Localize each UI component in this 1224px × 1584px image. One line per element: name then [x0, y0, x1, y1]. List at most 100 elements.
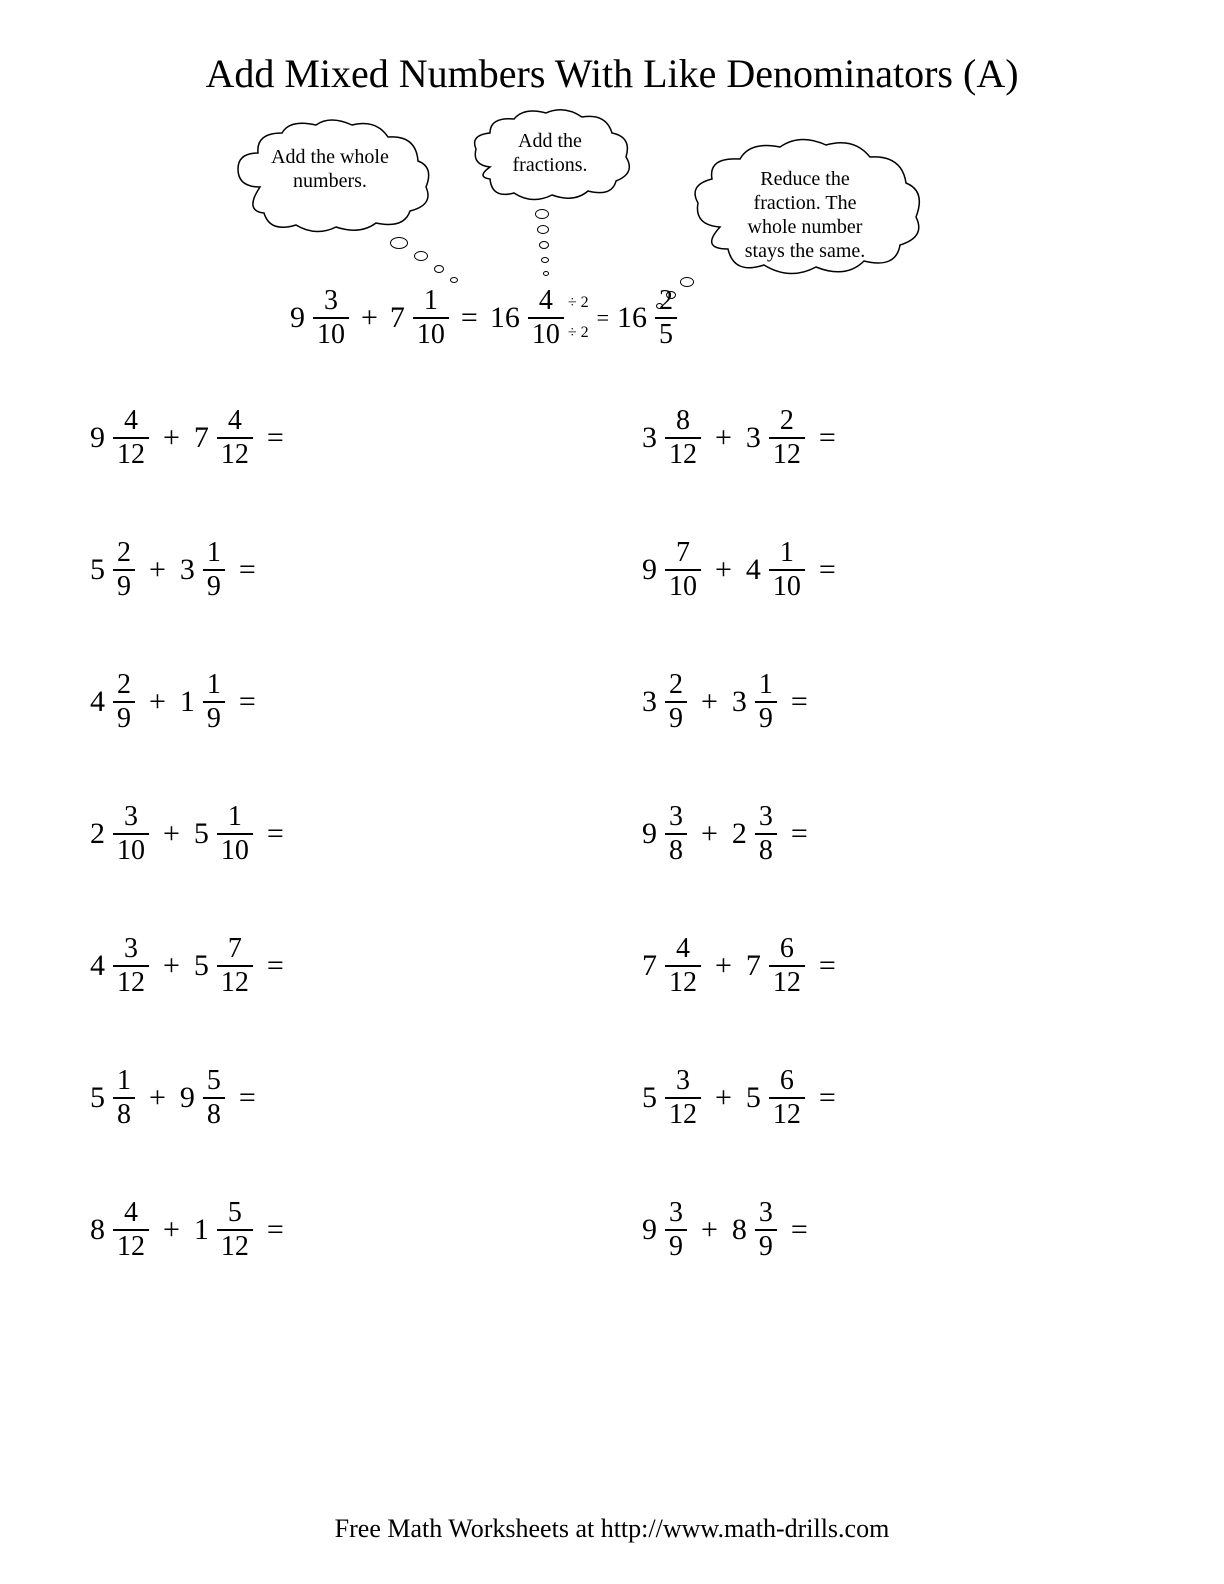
- whole-part: 1: [194, 1213, 209, 1247]
- mixed-number: 2310: [90, 803, 149, 865]
- whole-part: 9: [642, 553, 657, 587]
- mixed-number: 7 1 10: [390, 287, 449, 349]
- fraction: 58: [203, 1067, 225, 1129]
- fraction: 312: [665, 1067, 701, 1129]
- mixed-number: 319: [732, 671, 777, 733]
- mixed-number: 3812: [642, 407, 701, 469]
- numerator: 4: [224, 407, 246, 437]
- whole-part: 7: [390, 301, 405, 335]
- fraction: 19: [755, 671, 777, 733]
- fraction: 412: [217, 407, 253, 469]
- equals-sign: =: [457, 301, 482, 335]
- plus-sign: +: [697, 1213, 722, 1247]
- numerator: 1: [776, 539, 798, 569]
- example-area: Add the whole numbers. Add the fractions…: [80, 117, 1144, 367]
- plus-sign: +: [711, 553, 736, 587]
- fraction: 412: [113, 1199, 149, 1261]
- equals-sign: =: [815, 553, 840, 587]
- whole-part: 5: [90, 553, 105, 587]
- numerator: 3: [672, 1067, 694, 1097]
- plus-sign: +: [159, 1213, 184, 1247]
- equals-sign: =: [815, 949, 840, 983]
- mixed-number: 16 4 10: [490, 287, 564, 349]
- numerator: 2: [665, 671, 687, 701]
- fraction: 39: [755, 1199, 777, 1261]
- denominator: 9: [203, 569, 225, 601]
- numerator: 3: [665, 803, 687, 833]
- numerator: 7: [224, 935, 246, 965]
- fraction: 212: [769, 407, 805, 469]
- problem-row: 529+319=: [90, 539, 582, 601]
- plus-sign: +: [145, 685, 170, 719]
- plus-sign: +: [697, 817, 722, 851]
- fraction: 39: [665, 1199, 687, 1261]
- numerator: 2: [113, 539, 135, 569]
- numerator: 3: [665, 1199, 687, 1229]
- denominator: 10: [313, 317, 349, 349]
- fraction: 4 10: [528, 287, 564, 349]
- mixed-number: 319: [180, 539, 225, 601]
- denominator: 9: [755, 701, 777, 733]
- mixed-number: 938: [642, 803, 687, 865]
- numerator: 7: [672, 539, 694, 569]
- mixed-number: 5110: [194, 803, 253, 865]
- problem-row: 7412+7612=: [642, 935, 1134, 997]
- denominator: 12: [217, 965, 253, 997]
- numerator: 2: [113, 671, 135, 701]
- problems-grid: 9412+7412=3812+3212=529+319=9710+4110=42…: [80, 407, 1144, 1261]
- whole-part: 9: [290, 301, 305, 335]
- whole-part: 1: [180, 685, 195, 719]
- page-title: Add Mixed Numbers With Like Denominators…: [80, 50, 1144, 97]
- denominator: 9: [665, 1229, 687, 1261]
- denominator: 12: [769, 1097, 805, 1129]
- divide-annotation: ÷ 2 ÷ 2: [568, 295, 589, 341]
- whole-part: 5: [90, 1081, 105, 1115]
- worksheet-page: Add Mixed Numbers With Like Denominators…: [0, 0, 1224, 1584]
- numerator: 3: [120, 803, 142, 833]
- fraction: 29: [113, 539, 135, 601]
- problem-row: 8412+1512=: [90, 1199, 582, 1261]
- problem-row: 4312+5712=: [90, 935, 582, 997]
- whole-part: 4: [90, 949, 105, 983]
- whole-part: 3: [642, 421, 657, 455]
- problem-row: 939+839=: [642, 1199, 1134, 1261]
- problem-row: 938+238=: [642, 803, 1134, 865]
- fraction: 412: [113, 407, 149, 469]
- denominator: 12: [113, 965, 149, 997]
- fraction: 612: [769, 935, 805, 997]
- mixed-number: 7412: [194, 407, 253, 469]
- denominator: 12: [769, 437, 805, 469]
- mixed-number: 4110: [746, 539, 805, 601]
- mixed-number: 518: [90, 1067, 135, 1129]
- whole-part: 4: [90, 685, 105, 719]
- whole-part: 7: [746, 949, 761, 983]
- denominator: 12: [665, 965, 701, 997]
- fraction: 712: [217, 935, 253, 997]
- mixed-number: 9710: [642, 539, 701, 601]
- numerator: 4: [672, 935, 694, 965]
- numerator: 4: [120, 1199, 142, 1229]
- whole-part: 9: [642, 1213, 657, 1247]
- fraction: 29: [665, 671, 687, 733]
- numerator: 3: [755, 803, 777, 833]
- mixed-number: 839: [732, 1199, 777, 1261]
- denominator: 5: [655, 317, 677, 349]
- plus-sign: +: [711, 421, 736, 455]
- numerator: 1: [755, 671, 777, 701]
- mixed-number: 958: [180, 1067, 225, 1129]
- mixed-number: 238: [732, 803, 777, 865]
- cloud-text: Add the whole numbers.: [220, 117, 440, 221]
- numerator: 2: [655, 287, 677, 317]
- whole-part: 3: [642, 685, 657, 719]
- denominator: 8: [665, 833, 687, 865]
- whole-part: 7: [194, 421, 209, 455]
- denominator: 12: [113, 437, 149, 469]
- denominator: 10: [769, 569, 805, 601]
- equals-sign: =: [263, 421, 288, 455]
- problem-row: 3812+3212=: [642, 407, 1134, 469]
- denominator: 10: [665, 569, 701, 601]
- denominator: 9: [665, 701, 687, 733]
- fraction: 38: [755, 803, 777, 865]
- fraction: 19: [203, 671, 225, 733]
- cloud-text: Reduce the fraction. The whole number st…: [680, 137, 930, 293]
